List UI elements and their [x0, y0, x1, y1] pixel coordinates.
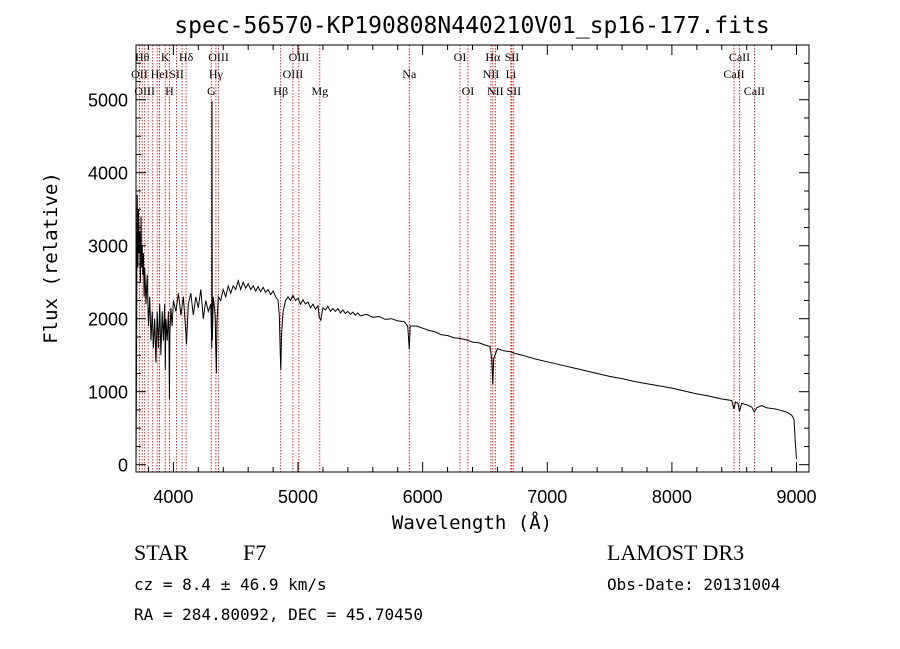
y-axis-ticks: 0 1000 2000 3000 4000 5000	[88, 62, 809, 476]
object-subclass: F7	[243, 540, 266, 565]
spectral-line-label: G	[207, 84, 216, 98]
object-class: STAR	[134, 540, 189, 565]
y-tick-label: 5000	[88, 91, 128, 111]
x-axis-label: Wavelength (Å)	[392, 511, 552, 534]
x-tick-label: 9000	[777, 487, 817, 507]
spectral-line-label: Hθ	[135, 50, 150, 64]
spectral-line-label: OIII	[134, 84, 155, 98]
spectral-line-label: Na	[402, 67, 417, 81]
spectrum-line	[135, 101, 797, 465]
spectral-line-label: Mg	[311, 84, 328, 98]
chart-title: spec-56570-KP190808N440210V01_sp16-177.f…	[174, 13, 769, 39]
y-tick-label: 2000	[88, 310, 128, 330]
x-tick-label: 4000	[153, 487, 193, 507]
spectral-line-label: H	[165, 84, 174, 98]
spectral-line-label: OIII	[283, 67, 304, 81]
spectral-line-label: OII	[131, 67, 148, 81]
plot-frame	[135, 44, 810, 473]
spectral-line-label: Hδ	[179, 50, 194, 64]
x-tick-label: 8000	[652, 487, 692, 507]
ra-dec-coordinates: RA = 284.80092, DEC = 45.70450	[134, 605, 423, 624]
spectral-line-label: OIII	[208, 50, 229, 64]
x-tick-label: 5000	[278, 487, 318, 507]
spectral-line-label: Hγ	[209, 67, 224, 81]
y-tick-label: 4000	[88, 164, 128, 184]
spectral-line-label: OI	[462, 84, 475, 98]
survey-name: LAMOST DR3	[607, 540, 744, 565]
x-axis-ticks: 4000 5000 6000 7000 8000 9000	[147, 45, 817, 507]
spectral-line-label: K	[161, 50, 170, 64]
spectral-line-labels: OII Hθ OIII HeI K H SII Hδ G Hγ OIII Hβ OIII OIII Mg Na…	[131, 50, 765, 98]
spectral-line-label: Li	[506, 67, 517, 81]
spectral-line-label: Hβ	[273, 84, 288, 98]
spectral-line-label: NII	[487, 84, 504, 98]
spectral-line-label: HeI	[151, 67, 169, 81]
spectral-line-label: CaII	[744, 84, 765, 98]
spectral-line-label: NII	[483, 67, 500, 81]
y-tick-label: 3000	[88, 237, 128, 257]
spectral-line-label: CaII	[723, 67, 744, 81]
spectral-line-label: SII	[505, 50, 520, 64]
redshift-cz: cz = 8.4 ± 46.9 km/s	[134, 575, 327, 594]
spectral-line-label: OI	[454, 50, 467, 64]
spectral-line-label: OIII	[289, 50, 310, 64]
y-axis-label: Flux (relative)	[40, 172, 62, 344]
y-tick-label: 1000	[88, 383, 128, 403]
y-tick-label: 0	[118, 456, 128, 476]
spectral-line-label: CaII	[729, 50, 750, 64]
x-tick-label: 7000	[527, 487, 567, 507]
observation-date: Obs-Date: 20131004	[607, 575, 780, 594]
spectral-line-label: SII	[169, 67, 184, 81]
x-tick-label: 6000	[403, 487, 443, 507]
spectral-line-label: Hα	[485, 50, 501, 64]
spectral-line-label: SII	[506, 84, 521, 98]
spectral-line-markers	[138, 45, 755, 472]
